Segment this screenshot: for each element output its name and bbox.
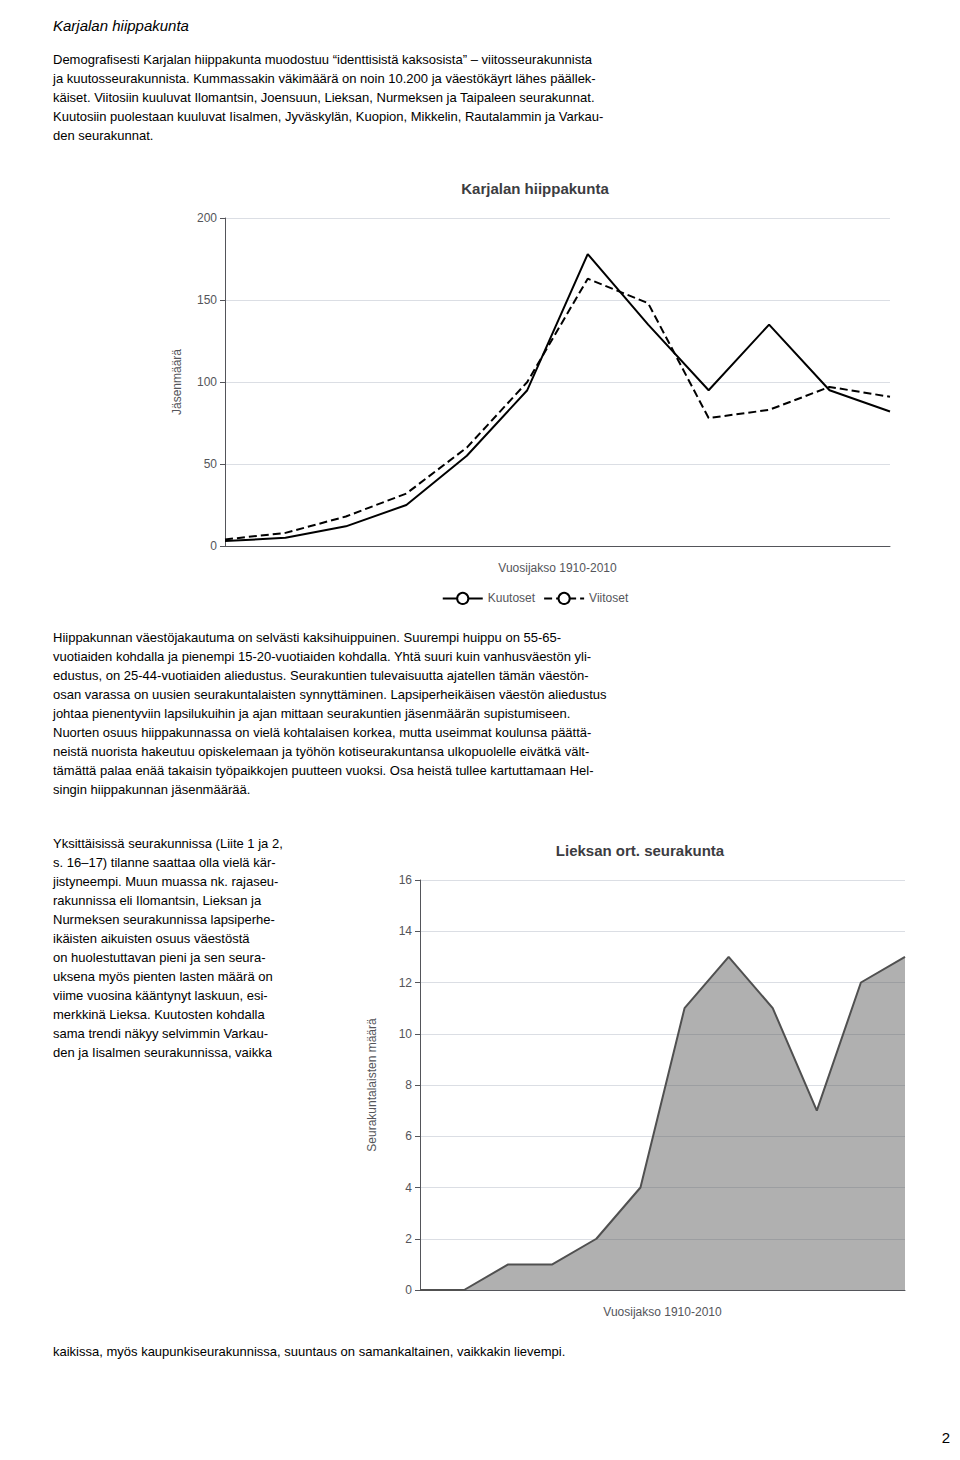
html-text:Hiippakunnan väestöjakautuma o: Hiippakunnan väestöjakautuma on selvästi… [53,630,607,797]
html-text:kaikissa, myös kaupunkiseuraku: kaikissa, myös kaupunkiseurakunnissa, su… [53,1344,566,1359]
svg-text:0: 0 [405,1283,412,1297]
svg-text:12: 12 [399,976,413,990]
svg-text:0: 0 [210,539,217,553]
html-text:2: 2 [941,1429,950,1446]
svg-text:200: 200 [197,211,217,225]
svg-text:Kuutoset: Kuutoset [488,591,536,605]
svg-text:Jäsenmäärä: Jäsenmäärä [170,349,184,415]
html-text:Karjalan hiippakunta: Karjalan hiippakunta [53,17,189,34]
svg-text:Viitoset: Viitoset [589,591,629,605]
svg-text:4: 4 [405,1181,412,1195]
svg-text:Seurakuntalaisten määrä: Seurakuntalaisten määrä [365,1018,379,1152]
svg-text:100: 100 [197,375,217,389]
svg-text:2: 2 [405,1232,412,1246]
html-text:Yksittäisissä seurakunnissa (L: Yksittäisissä seurakunnissa (Liite 1 ja … [53,836,283,1060]
svg-text:8: 8 [405,1078,412,1092]
svg-text:14: 14 [399,924,413,938]
html-text:Demografisesti Karjalan hiippa: Demografisesti Karjalan hiippakunta muod… [53,52,604,143]
svg-text:150: 150 [197,293,217,307]
svg-text:50: 50 [204,457,218,471]
svg-text:Lieksan ort. seurakunta: Lieksan ort. seurakunta [556,842,725,859]
svg-text:6: 6 [405,1129,412,1143]
svg-text:16: 16 [399,873,413,887]
svg-text:Karjalan hiippakunta: Karjalan hiippakunta [461,180,609,197]
svg-text:Vuosijakso 1910-2010: Vuosijakso 1910-2010 [498,561,617,575]
svg-text:Vuosijakso 1910-2010: Vuosijakso 1910-2010 [603,1305,722,1319]
svg-text:10: 10 [399,1027,413,1041]
